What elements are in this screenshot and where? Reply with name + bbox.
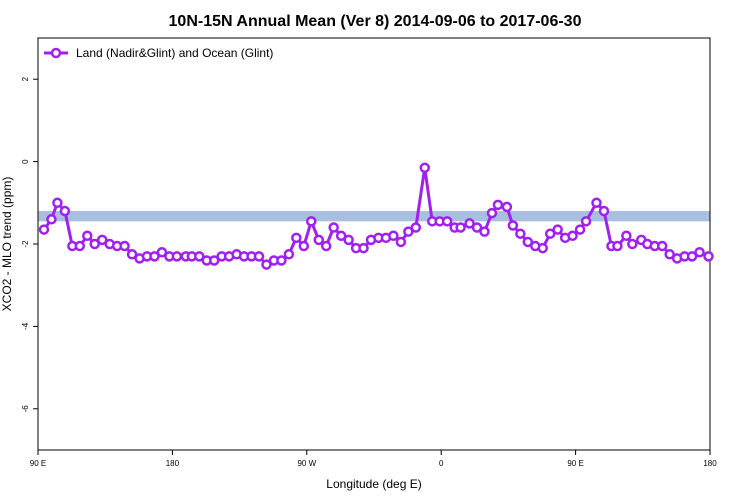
data-point (291, 232, 302, 244)
data-point (89, 238, 100, 250)
data-point (358, 242, 369, 254)
data-point (52, 197, 63, 209)
legend-label: Land (Nadir&Glint) and Ocean (Glint) (76, 46, 273, 60)
data-point (82, 230, 93, 242)
data-point (313, 234, 324, 246)
data-point (388, 230, 399, 242)
data-point (471, 222, 483, 233)
data-point (208, 255, 220, 266)
data-point (686, 251, 698, 262)
y-tick-label: -4 (21, 322, 30, 330)
data-point (261, 259, 272, 270)
data-point (395, 236, 407, 248)
y-tick-label: -6 (21, 405, 30, 413)
data-point (591, 197, 602, 209)
chart-title: 10N-15N Annual Mean (Ver 8) 2014-09-06 t… (169, 13, 582, 30)
y-tick-label: -2 (21, 240, 30, 248)
data-point (328, 222, 339, 233)
data-point (410, 222, 422, 233)
data-point (492, 199, 504, 211)
data-point (501, 201, 513, 213)
data-point (515, 228, 526, 239)
data-point (119, 240, 130, 252)
data-point (441, 216, 453, 227)
data-point (283, 249, 295, 260)
data-point (38, 224, 50, 235)
x-tick-label: 90 W (297, 459, 316, 468)
data-point (621, 230, 632, 242)
x-tick-label: 180 (703, 459, 717, 468)
y-axis-label: XCO2 - MLO trend (ppm) (0, 177, 14, 312)
data-point (664, 249, 675, 260)
data-point (46, 214, 57, 225)
data-point (96, 234, 108, 246)
data-point (703, 251, 714, 262)
x-tick-label: 90 E (567, 459, 583, 468)
reference-band (38, 211, 710, 222)
data-point (403, 226, 414, 237)
x-tick-label: 180 (166, 459, 180, 468)
data-point (507, 220, 519, 231)
data-point (320, 240, 332, 252)
legend-marker (50, 47, 62, 59)
data-point (486, 207, 498, 219)
data-point (126, 249, 138, 260)
data-point (656, 240, 668, 252)
y-tick-label: 0 (21, 159, 30, 164)
data-point (567, 230, 578, 242)
data-point (74, 240, 86, 252)
data-point (598, 205, 610, 217)
data-point (171, 251, 183, 262)
data-point (335, 230, 347, 242)
data-point (479, 226, 490, 237)
data-point (343, 234, 354, 246)
data-point (306, 216, 317, 227)
data-point (580, 216, 592, 227)
data-point (149, 251, 160, 262)
data-point (298, 240, 310, 252)
data-point (544, 228, 556, 239)
data-point (59, 205, 71, 217)
data-point (574, 224, 586, 235)
data-point (156, 246, 168, 258)
data-point (419, 162, 431, 174)
data-point (694, 246, 705, 258)
data-point (537, 242, 548, 254)
data-point (627, 238, 638, 250)
data-point (253, 251, 265, 262)
data-point (455, 222, 466, 233)
x-tick-label: 90 E (30, 459, 46, 468)
x-tick-label: 0 (439, 459, 444, 468)
x-axis-label: Longitude (deg E) (326, 477, 421, 491)
data-point (522, 236, 534, 248)
data-point (194, 251, 205, 262)
data-point (552, 224, 563, 235)
y-tick-label: 2 (21, 76, 30, 81)
data-point (464, 218, 475, 229)
data-point (276, 255, 287, 266)
data-point (612, 240, 623, 252)
